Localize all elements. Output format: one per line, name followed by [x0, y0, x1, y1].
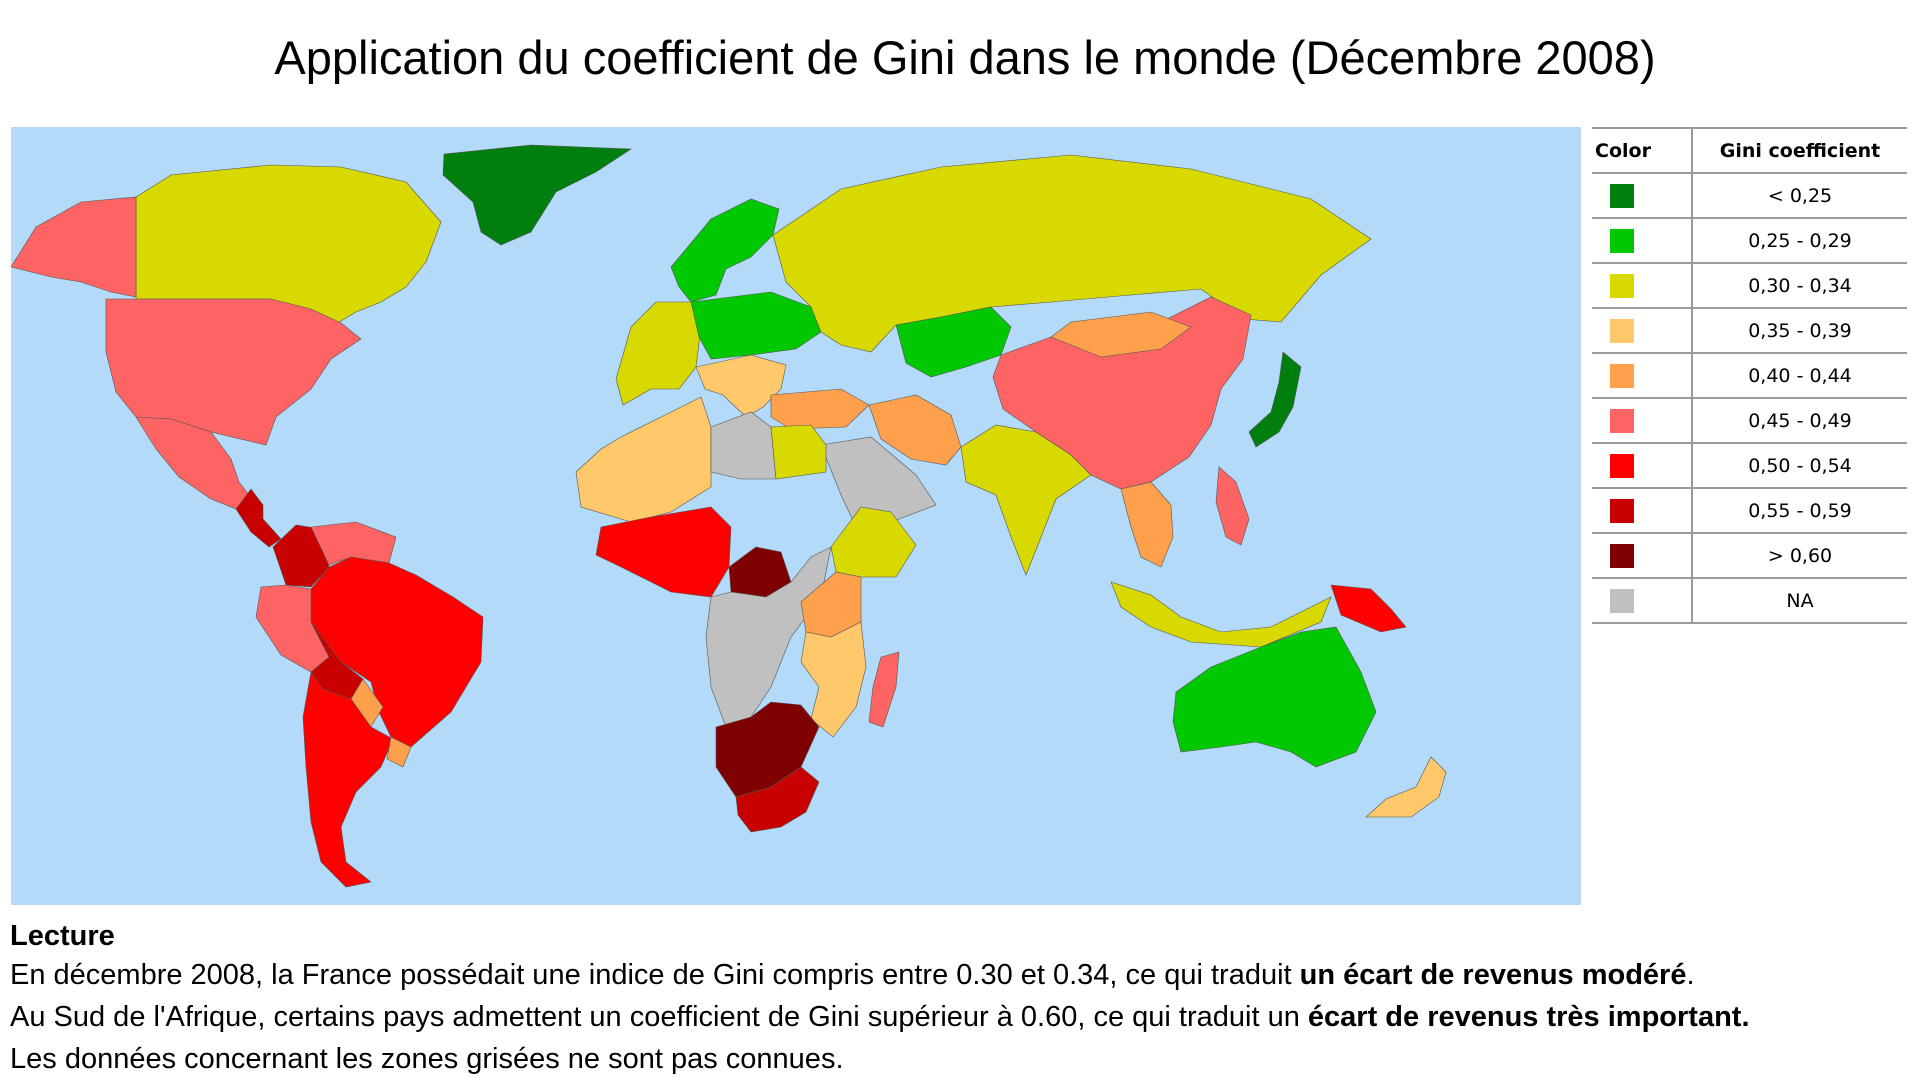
region-philippines [1215, 466, 1250, 546]
legend-swatch-cell [1592, 263, 1693, 309]
region-madagascar [868, 651, 900, 728]
region-egypt [770, 424, 827, 480]
region-arabia [820, 436, 937, 528]
world-map [11, 127, 1581, 905]
region-indonesia [1110, 581, 1332, 648]
legend-table: Color Gini coefficient < 0,25 0,25 - 0,29… [1592, 127, 1907, 624]
legend-range: 0,55 - 0,59 [1692, 488, 1907, 534]
legend-swatch-cell [1592, 443, 1693, 489]
region-mongolia [1050, 311, 1192, 358]
legend-swatch-cell [1592, 398, 1693, 444]
legend-row: 0,55 - 0,59 [1592, 488, 1907, 534]
region-libya [710, 411, 777, 480]
legend-swatch [1610, 408, 1634, 433]
reading-caption: Lecture En décembre 2008, la France poss… [10, 918, 1900, 1080]
region-iran [868, 394, 962, 466]
legend-range: 0,40 - 0,44 [1692, 353, 1907, 399]
legend-swatch [1610, 588, 1634, 613]
legend-swatch-cell [1592, 353, 1693, 399]
caption-line-2: Au Sud de l'Afrique, certains pays admet… [10, 996, 1900, 1038]
region-northwest-africa [575, 396, 712, 523]
legend-range: NA [1692, 578, 1907, 624]
region-greenland [442, 144, 632, 246]
legend-range: 0,50 - 0,54 [1692, 443, 1907, 489]
legend-swatch [1610, 183, 1634, 208]
caption-line-2-emphasis: écart de revenus très important. [1307, 1001, 1750, 1033]
legend-swatch [1610, 273, 1634, 298]
legend-row: NA [1592, 578, 1907, 624]
caption-line-1-text: En décembre 2008, la France possédait un… [10, 959, 1300, 991]
legend-row: 0,25 - 0,29 [1592, 218, 1907, 264]
legend-row: 0,50 - 0,54 [1592, 443, 1907, 489]
region-new-zealand [1365, 756, 1447, 818]
legend-rows: < 0,25 0,25 - 0,29 0,30 - 0,34 0,35 - 0,39 0… [1592, 173, 1907, 624]
legend-swatch [1610, 228, 1634, 253]
legend-row: < 0,25 [1592, 173, 1907, 219]
legend-row: 0,35 - 0,39 [1592, 308, 1907, 354]
region-argentina [302, 671, 394, 888]
legend-swatch [1610, 363, 1634, 388]
legend-color-header: Color [1592, 127, 1693, 174]
caption-line-2-text: Au Sud de l'Afrique, certains pays admet… [10, 1001, 1308, 1033]
legend-row: > 0,60 [1592, 533, 1907, 579]
legend-swatch-cell [1592, 488, 1693, 534]
legend-swatch-cell [1592, 173, 1693, 219]
region-southern-europe [695, 354, 787, 418]
region-southern-africa [715, 701, 820, 798]
region-png [1330, 584, 1407, 633]
map-title: Application du coefficient de Gini dans … [274, 31, 1656, 84]
region-scandinavia [670, 198, 780, 303]
region-australia [1172, 626, 1377, 768]
caption-line-1-end: . [1686, 959, 1695, 991]
legend-range: 0,35 - 0,39 [1692, 308, 1907, 354]
legend-range: 0,45 - 0,49 [1692, 398, 1907, 444]
caption-heading: Lecture [10, 920, 115, 952]
world-map-svg [11, 144, 1447, 888]
region-india [960, 424, 1092, 576]
region-japan [1248, 351, 1302, 448]
region-south-africa [735, 766, 820, 833]
legend-swatch [1610, 543, 1634, 568]
legend-swatch [1610, 453, 1634, 478]
caption-line-3: Les données concernant les zones grisées… [10, 1043, 844, 1075]
region-turkey [770, 388, 870, 430]
region-central-europe [690, 291, 822, 360]
legend-swatch [1610, 498, 1634, 523]
legend-range: 0,25 - 0,29 [1692, 218, 1907, 264]
region-alaska [11, 196, 137, 298]
legend-range: > 0,60 [1692, 533, 1907, 579]
region-usa [105, 298, 362, 446]
legend-gini-header: Gini coefficient [1692, 127, 1907, 174]
caption-line-1: En décembre 2008, la France possédait un… [10, 954, 1900, 996]
region-sahel [595, 506, 732, 598]
legend-swatch-cell [1592, 578, 1693, 624]
region-central-america [235, 488, 282, 548]
legend-swatch-cell [1592, 308, 1693, 354]
legend-swatch [1610, 318, 1634, 343]
region-southeast-asia [1120, 481, 1174, 568]
legend-header-row: Color Gini coefficient [1592, 127, 1907, 174]
region-uruguay [386, 736, 412, 768]
region-tanzania [800, 621, 867, 738]
legend-row: 0,30 - 0,34 [1592, 263, 1907, 309]
region-western-europe [615, 301, 702, 406]
legend-swatch-cell [1592, 218, 1693, 264]
legend-row: 0,45 - 0,49 [1592, 398, 1907, 444]
legend-row: 0,40 - 0,44 [1592, 353, 1907, 399]
legend-range: 0,30 - 0,34 [1692, 263, 1907, 309]
legend-swatch-cell [1592, 533, 1693, 579]
caption-line-1-emphasis: un écart de revenus modéré [1299, 959, 1687, 991]
legend-range: < 0,25 [1692, 173, 1907, 219]
